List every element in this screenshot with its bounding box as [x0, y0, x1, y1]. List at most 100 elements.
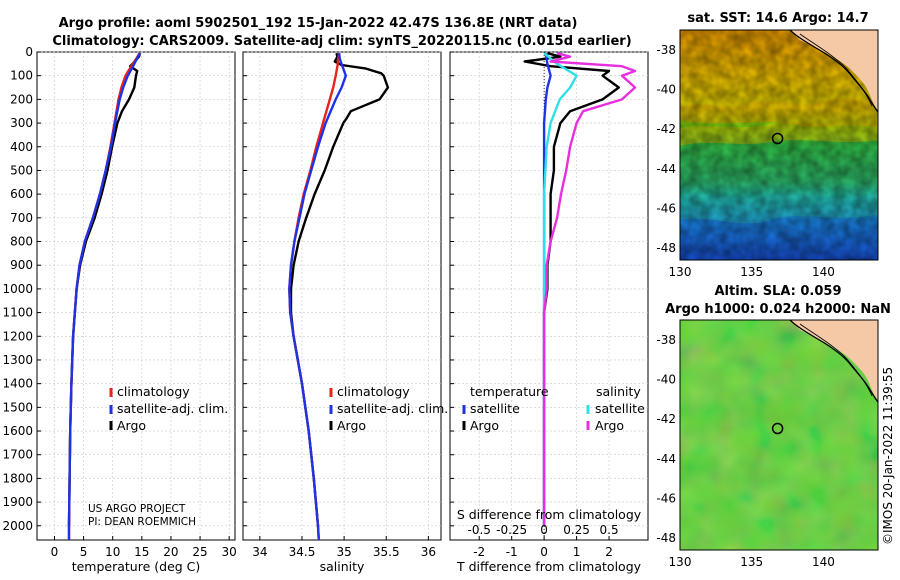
depth-tick-label: 800 — [10, 235, 33, 249]
x-tick-label: 5 — [80, 545, 88, 559]
s-tick-label: -0.5 — [468, 523, 491, 537]
legend-argo-label: Argo — [337, 418, 366, 433]
map-y-tick-label: -48 — [656, 531, 676, 545]
legend-satellite-label: satellite-adj. clim. — [117, 401, 228, 416]
legend-argo-label: Argo — [117, 418, 146, 433]
depth-tick-label: 200 — [10, 92, 33, 106]
depth-tick-label: 900 — [10, 258, 33, 272]
depth-tick-label: 1800 — [2, 471, 33, 485]
temperature-xlabel: temperature (deg C) — [72, 559, 201, 574]
legend-sal-argo-label: Argo — [595, 418, 624, 433]
sst-map — [680, 30, 878, 260]
map-y-tick-label: -46 — [656, 491, 676, 505]
difference-panel-frame — [449, 51, 649, 541]
sla-bathymetry-line — [799, 323, 873, 397]
s-tick-label: 0.25 — [563, 523, 590, 537]
map-y-tick-label: -46 — [656, 201, 676, 215]
map-y-tick-label: -42 — [656, 122, 676, 136]
x-tick-label: 15 — [134, 545, 149, 559]
map-y-tick-label: -38 — [656, 333, 676, 347]
sst-land — [790, 30, 878, 110]
depth-tick-label: 0 — [25, 45, 33, 59]
depth-tick-label: 1300 — [2, 353, 33, 367]
project-credit-line1: US ARGO PROJECT — [88, 503, 186, 515]
depth-tick-label: 1200 — [2, 329, 33, 343]
x-tick-label: 20 — [163, 545, 178, 559]
x-tick-label: 1 — [573, 545, 581, 559]
x-tick-label: 30 — [222, 545, 237, 559]
legend-climatology-label: climatology — [117, 384, 190, 399]
series-line-climatology — [67, 52, 141, 540]
map-y-tick-label: -40 — [656, 372, 676, 386]
argo-float-marker — [771, 422, 784, 435]
depth-tick-label: 400 — [10, 140, 33, 154]
map-x-tick-label: 135 — [740, 265, 763, 279]
map-y-tick-label: -40 — [656, 82, 676, 96]
difference-top-xlabel: S difference from climatology — [457, 507, 642, 522]
depth-tick-label: 500 — [10, 163, 33, 177]
s-tick-label: 0.5 — [600, 523, 619, 537]
argo-float-marker — [771, 132, 784, 145]
legend-header-temperature: temperature — [470, 384, 549, 399]
imos-credit: ©IMOS 20-Jan-2022 11:39:55 — [881, 367, 895, 545]
x-tick-label: 0 — [540, 545, 548, 559]
legend-climatology-label: climatology — [337, 384, 410, 399]
x-tick-label: 34 — [252, 545, 267, 559]
map-y-tick-label: -38 — [656, 43, 676, 57]
depth-tick-label: 1700 — [2, 448, 33, 462]
series-line-climatology — [288, 53, 341, 541]
map-y-tick-label: -44 — [656, 452, 676, 466]
depth-tick-label: 2000 — [2, 519, 33, 533]
salinity-xlabel: salinity — [320, 559, 365, 574]
depth-tick-label: 1400 — [2, 377, 33, 391]
difference-legend: temperature salinity satellite Argo sate… — [462, 384, 645, 433]
figure-title-line2: Climatology: CARS2009. Satellite-adj cli… — [52, 34, 631, 49]
depth-tick-label: 600 — [10, 187, 33, 201]
series-line-salinity-argo — [542, 52, 637, 526]
legend-temp-satellite-label: satellite — [470, 401, 520, 416]
sla-land — [790, 320, 878, 400]
depth-tick-label: 1500 — [2, 400, 33, 414]
temperature-legend: climatology satellite-adj. clim. Argo — [109, 384, 228, 433]
project-credit-line2: PI: DEAN ROEMMICH — [88, 516, 196, 528]
x-tick-label: 36 — [421, 545, 436, 559]
depth-tick-label: 1600 — [2, 424, 33, 438]
series-line-satellite-adj-clim- — [288, 53, 347, 541]
map-x-tick-label: 140 — [812, 265, 835, 279]
x-tick-label: 35.5 — [373, 545, 400, 559]
sst-coastline — [789, 30, 878, 113]
x-tick-label: 0 — [51, 545, 59, 559]
sla-map-subtitle: Argo h1000: 0.024 h2000: NaN — [665, 302, 891, 317]
legend-header-salinity: salinity — [596, 384, 641, 399]
legend-sal-satellite-label: satellite — [595, 401, 645, 416]
x-tick-label: -2 — [473, 545, 485, 559]
depth-tick-label: 100 — [10, 69, 33, 83]
x-tick-label: 25 — [192, 545, 207, 559]
depth-tick-label: 300 — [10, 116, 33, 130]
x-tick-label: 2 — [605, 545, 613, 559]
sst-map-title: sat. SST: 14.6 Argo: 14.7 — [687, 11, 868, 26]
x-tick-label: 10 — [105, 545, 120, 559]
legend-satellite-label: satellite-adj. clim. — [337, 401, 448, 416]
map-x-tick-label: 135 — [740, 555, 763, 569]
x-tick-label: -1 — [506, 545, 518, 559]
sla-map-title: Altim. SLA: 0.059 — [715, 284, 842, 299]
sla-map-frame — [679, 319, 879, 551]
x-tick-label: 35 — [336, 545, 351, 559]
map-y-tick-label: -44 — [656, 162, 676, 176]
depth-tick-label: 1100 — [2, 306, 33, 320]
legend-temp-argo-label: Argo — [470, 418, 499, 433]
map-x-tick-label: 140 — [812, 555, 835, 569]
map-x-tick-label: 130 — [669, 265, 692, 279]
salinity-panel-frame — [242, 51, 442, 541]
s-tick-label: 0 — [540, 523, 548, 537]
depth-tick-label: 1000 — [2, 282, 33, 296]
difference-xlabel: T difference from climatology — [456, 559, 642, 574]
map-x-tick-label: 130 — [669, 555, 692, 569]
series-line-satellite-adj-clim- — [67, 52, 142, 540]
sla-coastline — [789, 320, 878, 403]
map-y-tick-label: -42 — [656, 412, 676, 426]
x-tick-label: 34.5 — [289, 545, 316, 559]
figure-title-line1: Argo profile: aoml 5902501_192 15-Jan-20… — [59, 16, 578, 31]
